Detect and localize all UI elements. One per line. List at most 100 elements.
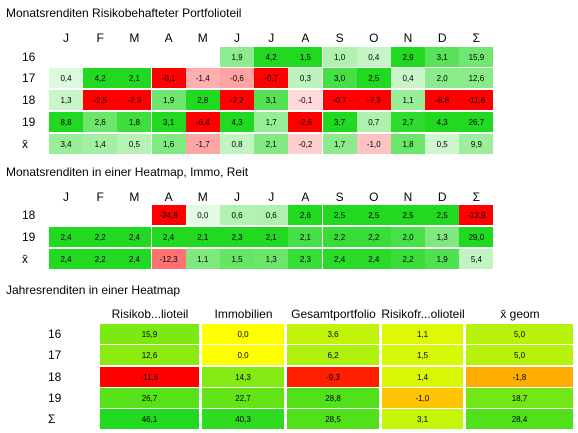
- section3-cell: 22,7: [202, 388, 284, 408]
- section3-cell: -9,3: [287, 367, 379, 387]
- section1-cell: 2,9: [391, 47, 425, 67]
- section3-cell: 5,0: [466, 345, 573, 365]
- section2-cell: -13,9: [459, 205, 494, 225]
- section1-cell: 3,1: [254, 90, 289, 110]
- section2-row-label: x̄: [22, 252, 28, 266]
- section1-cell: -0,7: [254, 68, 289, 88]
- section2-cell: 2,6: [288, 205, 323, 225]
- section1-row-label: 18: [22, 93, 36, 107]
- section1-cell: 1,6: [151, 134, 186, 154]
- section1-cell: 1,8: [391, 134, 425, 154]
- section1-row-label: 16: [22, 50, 36, 64]
- section1-col-header: O: [369, 31, 379, 45]
- section1-cell: 0,8: [220, 134, 254, 154]
- section3-cell: -1,8: [466, 367, 573, 387]
- section1-cell: -2,5: [83, 90, 118, 110]
- section1-cell: 1,9: [151, 90, 186, 110]
- section2-cell: 2,2: [322, 227, 357, 247]
- section1-cell: -0,7: [322, 90, 357, 110]
- section1-cell: 1,9: [220, 47, 254, 67]
- section2-title: Monatsrenditen in einer Heatmap, Immo, R…: [6, 165, 249, 179]
- section3-cell: 0,0: [202, 324, 284, 344]
- section1-cell: -0,1: [151, 68, 186, 88]
- section3-cell: 28,4: [466, 409, 573, 429]
- section3-cell: -11,6: [100, 367, 199, 387]
- section2-col-header: O: [369, 190, 379, 204]
- section2-cell: 2,3: [220, 227, 254, 247]
- section1-col-header: N: [403, 31, 413, 45]
- section2-cell: 2,5: [356, 205, 391, 225]
- section3-cell: 6,2: [287, 345, 379, 365]
- section1-col-header: A: [164, 31, 173, 45]
- section1-title: Monatsrenditen Risikobehafteter Portfoli…: [6, 6, 242, 20]
- section1-cell: 0,4: [49, 68, 83, 88]
- section1-col-header: S: [335, 31, 344, 45]
- section2-col-header: N: [403, 190, 413, 204]
- section2-cell: 1,5: [220, 249, 254, 269]
- section1-cell: 1,1: [391, 90, 425, 110]
- section2-cell: [49, 205, 83, 225]
- section1-col-header: J: [234, 31, 240, 45]
- section3-row-label: Σ: [48, 412, 56, 426]
- section1-cell: 2,6: [83, 112, 118, 132]
- section1-row-label: 17: [22, 71, 36, 85]
- section2-cell: 2,2: [83, 227, 118, 247]
- section2-cell: 1,3: [425, 227, 460, 247]
- section1-cell: -0,1: [288, 90, 323, 110]
- section1-cell: 4,2: [83, 68, 118, 88]
- section2-cell: 2,2: [391, 249, 425, 269]
- section2-cell: 2,4: [49, 249, 83, 269]
- section1-col-header: J: [268, 31, 275, 45]
- section3-row-label: 16: [48, 327, 62, 341]
- section2-cell: 29,0: [459, 227, 494, 247]
- section1-cell: 3,0: [322, 68, 357, 88]
- section1-cell: 26,7: [459, 112, 494, 132]
- section2-row-label: 19: [22, 230, 36, 244]
- section1-col-header: F: [96, 31, 104, 45]
- section1-cell: -2,3: [117, 90, 152, 110]
- section3-cell: 12,6: [100, 345, 199, 365]
- section2-cell: 1,9: [425, 249, 460, 269]
- section2-cell: 2,4: [49, 227, 83, 247]
- section1-cell: 1,7: [322, 134, 357, 154]
- section1-cell: 15,9: [459, 47, 494, 67]
- section2-col-header: Σ: [472, 190, 481, 204]
- section1-cell: 2,5: [356, 68, 391, 88]
- section3-cell: 14,3: [202, 367, 284, 387]
- section2-col-header: A: [301, 190, 310, 204]
- section3-col-header: Gesamtportfolio: [291, 307, 376, 321]
- section2-col-header: A: [164, 190, 173, 204]
- section2-cell: 0,6: [220, 205, 254, 225]
- section2-cell: 2,5: [391, 205, 425, 225]
- section1-cell: -6,8: [425, 90, 460, 110]
- section1-row-label: x̄: [22, 137, 28, 151]
- section1-cell: 4,3: [425, 112, 460, 132]
- section3-cell: 18,7: [466, 388, 573, 408]
- section1-cell: 2,1: [117, 68, 152, 88]
- section1-cell: 8,8: [49, 112, 83, 132]
- section1-row-label: 19: [22, 115, 36, 129]
- section1-cell: -1,0: [356, 134, 391, 154]
- section1-cell: -7,3: [356, 90, 391, 110]
- section1-cell: 1,8: [117, 112, 152, 132]
- section1-cell: 1,0: [322, 47, 357, 67]
- section1-cell: 1,3: [49, 90, 83, 110]
- section2-cell: 2,4: [356, 249, 391, 269]
- section3-row-label: 19: [48, 391, 62, 405]
- section1-cell: -1,4: [185, 68, 220, 88]
- section1-col-header: Σ: [472, 31, 481, 45]
- section3-cell: 0,0: [202, 345, 284, 365]
- section3-cell: 46,1: [100, 409, 199, 429]
- section1-cell: 0,5: [425, 134, 460, 154]
- section2-col-header: J: [268, 190, 275, 204]
- section1-cell: [117, 47, 151, 67]
- section3-col-header: Risikofr...olioteil: [382, 307, 464, 321]
- section3-cell: -1,0: [382, 388, 463, 408]
- section2-row-label: 18: [22, 208, 36, 222]
- section2-cell: 0,0: [185, 205, 220, 225]
- section2-cell: 2,2: [356, 227, 391, 247]
- section1-cell: 1,5: [288, 47, 323, 67]
- section2-cell: 2,4: [322, 249, 357, 269]
- section3-row-label: 17: [48, 348, 62, 362]
- section1-cell: 0,4: [356, 47, 391, 67]
